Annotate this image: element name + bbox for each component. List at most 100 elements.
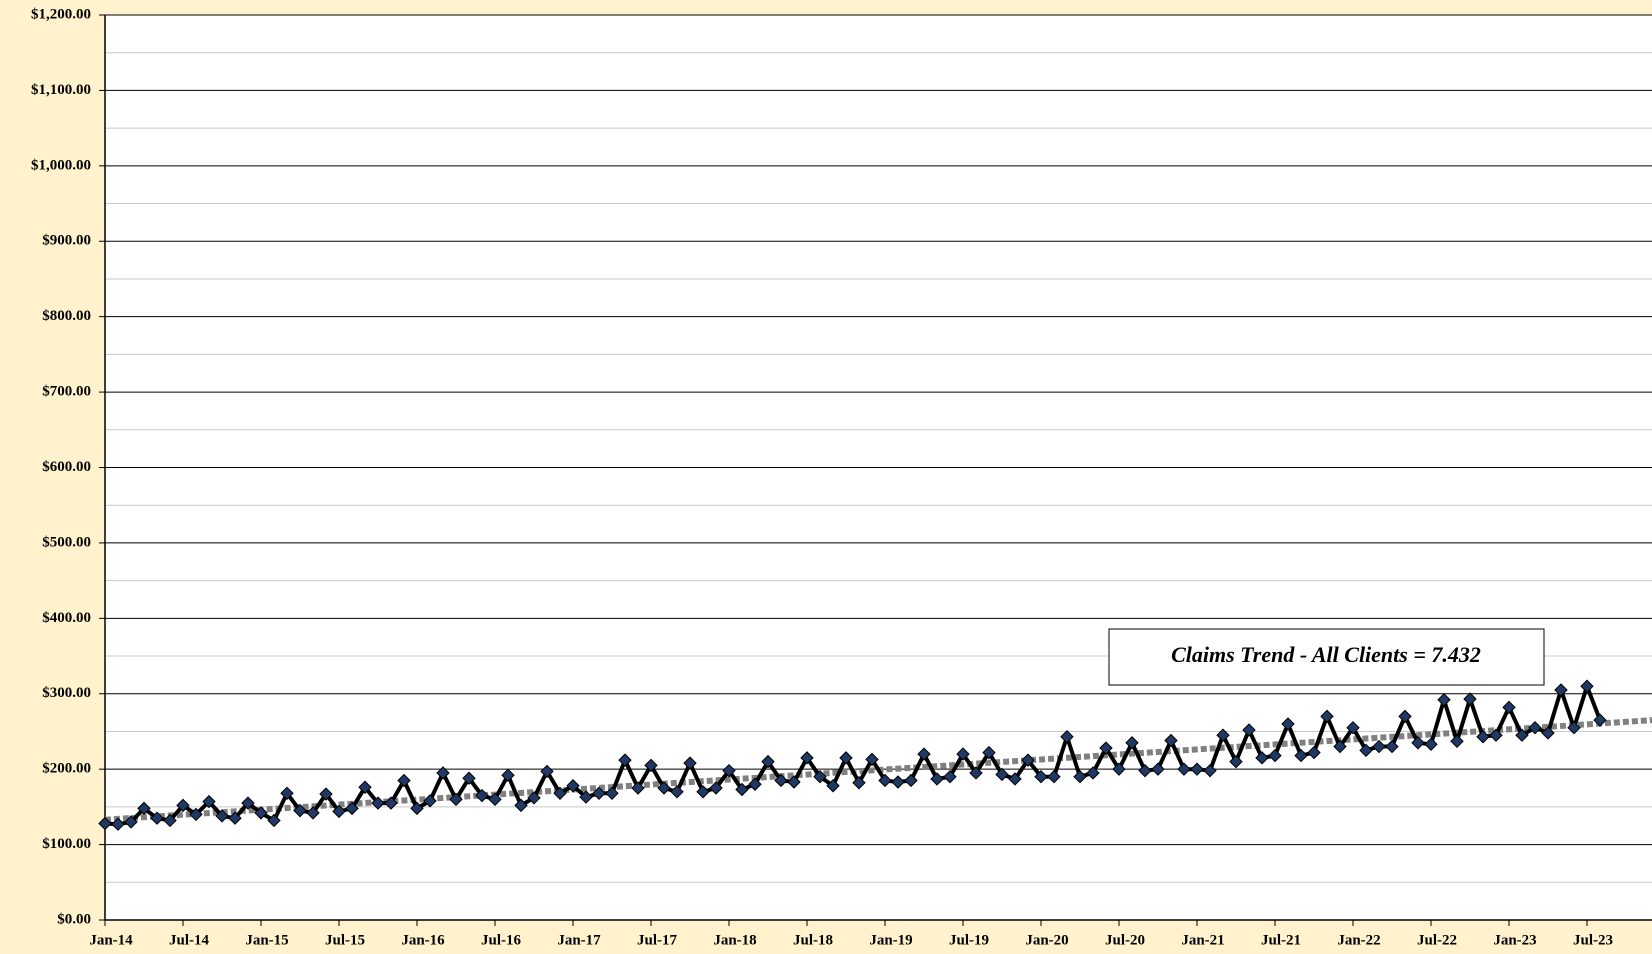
annotation: Claims Trend - All Clients = 7.432 (1171, 642, 1481, 667)
data-point (982, 745, 996, 760)
y-tick-label: $0.00 (57, 911, 91, 927)
x-tick-label: Jul-23 (1573, 932, 1613, 948)
x-tick-label: Jan-20 (1025, 932, 1068, 948)
data-point (1268, 748, 1282, 763)
y-tick-label: $800.00 (42, 308, 91, 324)
data-point (527, 791, 541, 805)
data-point (241, 796, 255, 810)
data-point (1424, 737, 1438, 751)
data-point (1463, 692, 1477, 706)
data-point (1346, 720, 1360, 735)
data-point (228, 811, 242, 825)
data-point (1151, 762, 1165, 776)
x-tick-label: Jan-21 (1181, 932, 1224, 948)
data-point (592, 786, 606, 801)
data-point (553, 786, 567, 801)
x-tick-label: Jan-17 (557, 932, 601, 948)
data-point (683, 756, 697, 770)
data-point (891, 775, 905, 789)
x-tick-label: Jul-20 (1105, 932, 1145, 948)
data-point (1541, 726, 1555, 740)
data-point (1190, 762, 1204, 776)
data-point (514, 798, 528, 813)
data-point (371, 796, 385, 810)
data-point (566, 779, 580, 793)
data-point (1021, 753, 1035, 767)
y-tick-label: $200.00 (42, 761, 91, 777)
data-point (709, 781, 723, 795)
data-point (657, 781, 671, 795)
y-tick-label: $1,200.00 (31, 6, 91, 22)
data-point (644, 758, 658, 773)
data-point (605, 786, 619, 801)
data-point (1203, 763, 1217, 778)
data-point (1515, 728, 1529, 742)
x-tick-label: Jan-15 (245, 932, 288, 948)
data-point (137, 801, 151, 816)
data-point (1099, 741, 1113, 755)
data-point (1450, 734, 1464, 748)
data-point (774, 773, 788, 788)
data-point (1164, 733, 1178, 748)
data-point (1047, 770, 1061, 784)
y-tick-label: $400.00 (42, 610, 91, 626)
data-point (1060, 730, 1074, 744)
y-tick-label: $1,000.00 (31, 157, 91, 173)
x-tick-label: Jul-21 (1261, 932, 1301, 948)
data-point (1398, 709, 1412, 724)
data-point (98, 816, 112, 831)
data-point (150, 811, 164, 825)
x-tick-label: Jul-19 (949, 932, 989, 948)
data-point (878, 773, 892, 788)
data-point (969, 766, 983, 780)
y-tick-label: $500.00 (42, 534, 91, 550)
data-point (1502, 700, 1516, 715)
data-point (761, 754, 775, 769)
data-point (631, 781, 645, 795)
y-tick-label: $100.00 (42, 836, 91, 852)
data-point (1086, 766, 1100, 780)
y-tick-label: $700.00 (42, 384, 91, 400)
data-point (904, 773, 918, 788)
data-point (332, 804, 346, 819)
data-point (488, 792, 502, 807)
data-point (384, 796, 398, 810)
data-point (124, 815, 138, 829)
x-tick-label: Jan-19 (869, 932, 912, 948)
data-point (501, 768, 515, 782)
data-point (956, 747, 970, 761)
data-point (1437, 693, 1451, 707)
x-tick-label: Jul-22 (1417, 932, 1457, 948)
x-tick-label: Jul-15 (325, 932, 365, 948)
data-point (1359, 743, 1373, 758)
data-point (436, 766, 450, 780)
y-tick-label: $1,100.00 (31, 82, 91, 98)
data-point (1372, 739, 1386, 754)
data-point (475, 788, 489, 803)
data-point (267, 813, 281, 828)
data-point (449, 792, 463, 807)
x-tick-label: Jan-16 (401, 932, 445, 948)
data-point (579, 790, 593, 804)
y-tick-label: $900.00 (42, 233, 91, 249)
data-point (670, 785, 684, 799)
data-point (1411, 736, 1425, 750)
data-point (735, 782, 749, 797)
data-point (410, 801, 424, 816)
data-point (1073, 770, 1087, 784)
data-point (1294, 748, 1308, 763)
data-point (826, 779, 840, 793)
data-point (618, 753, 632, 767)
data-point (917, 747, 931, 761)
x-tick-label: Jul-16 (481, 932, 522, 948)
data-point (293, 803, 307, 818)
data-point (1229, 754, 1243, 769)
x-tick-label: Jul-17 (637, 932, 678, 948)
data-point (1112, 762, 1126, 776)
x-tick-label: Jan-23 (1493, 932, 1536, 948)
x-tick-label: Jan-14 (89, 932, 133, 948)
data-point (540, 764, 554, 779)
data-point (319, 787, 333, 801)
